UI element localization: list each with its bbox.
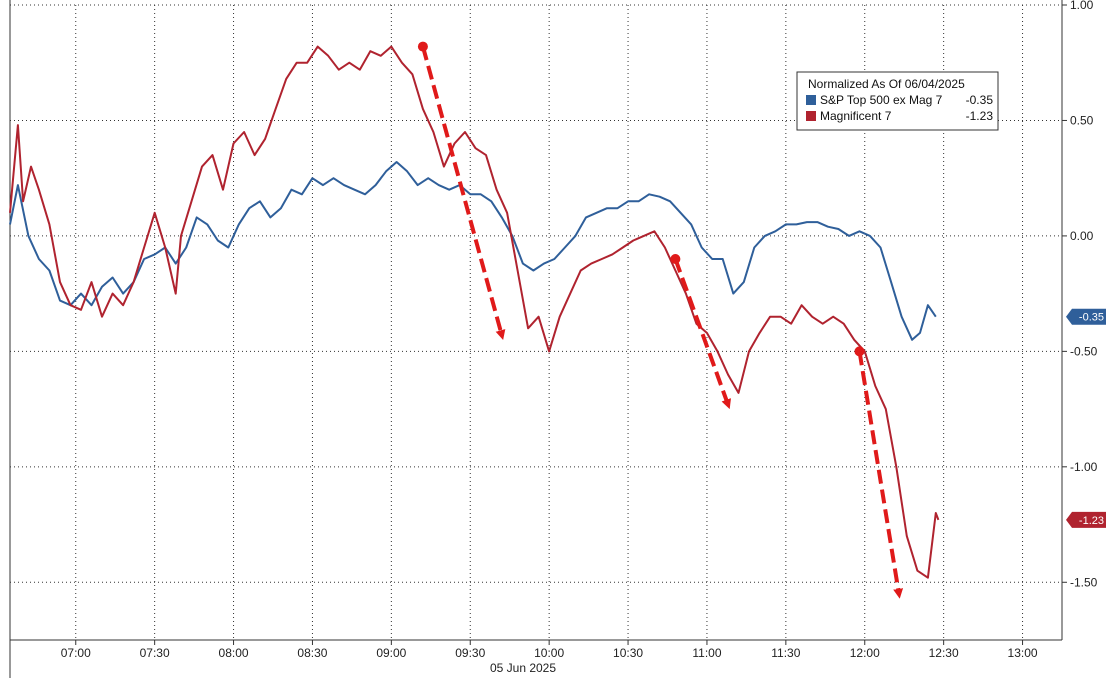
x-tick-label: 12:00 xyxy=(850,646,880,660)
down-arrow-annotation xyxy=(857,351,904,599)
last-value-label: -0.35 xyxy=(1066,308,1106,325)
x-tick-label: 07:30 xyxy=(140,646,170,660)
down-arrow-annotation xyxy=(673,258,731,410)
x-tick-label: 10:30 xyxy=(613,646,643,660)
x-tick-label: 10:00 xyxy=(534,646,564,660)
x-tick-label: 09:00 xyxy=(376,646,406,660)
legend: Normalized As Of 06/04/2025 S&P Top 500 … xyxy=(796,71,999,131)
y-tick-label: -1.00 xyxy=(1070,460,1098,474)
date-label: 05 Jun 2025 xyxy=(490,661,556,675)
annotation-layer xyxy=(417,41,904,599)
last-value-text: -1.23 xyxy=(1079,515,1104,527)
legend-series-value: -0.35 xyxy=(966,93,994,107)
legend-series-name: Magnificent 7 xyxy=(820,109,892,123)
x-tick-label: 08:00 xyxy=(219,646,249,660)
last-value-bg xyxy=(1066,308,1106,325)
y-tick-label: 1.00 xyxy=(1070,0,1094,12)
series-layer xyxy=(9,45,940,579)
series-line-sp-ex-mag7 xyxy=(9,161,937,341)
y-tick-label: -1.50 xyxy=(1070,575,1098,589)
x-tick-label: 11:30 xyxy=(771,646,800,660)
legend-box xyxy=(796,71,999,131)
x-tick-label: 11:00 xyxy=(692,646,721,660)
legend-series-name: S&P Top 500 ex Mag 7 xyxy=(820,93,943,107)
x-tick-label: 12:30 xyxy=(929,646,959,660)
last-value-bg xyxy=(1066,511,1106,528)
legend-swatch-blue xyxy=(806,95,816,105)
series-line-magnificent-7 xyxy=(9,45,940,579)
legend-series-value: -1.23 xyxy=(966,109,994,123)
x-tick-label: 08:30 xyxy=(297,646,327,660)
x-tick-label: 07:00 xyxy=(61,646,91,660)
last-value-text: -0.35 xyxy=(1079,312,1104,324)
y-tick-label: -0.50 xyxy=(1070,344,1098,358)
axes: 1.00 0.50 0.00 -0.50 -1.00 -1.50 07:00 07:30 08:… xyxy=(9,0,1106,678)
legend-swatch-red xyxy=(806,111,816,121)
down-arrow-annotation xyxy=(420,46,506,341)
y-tick-label: 0.50 xyxy=(1070,113,1094,127)
x-tick-label: 13:00 xyxy=(1008,646,1038,660)
last-value-label: -1.23 xyxy=(1066,511,1106,528)
y-tick-label: 0.00 xyxy=(1070,229,1094,243)
x-tick-label: 09:30 xyxy=(455,646,485,660)
legend-title: Normalized As Of 06/04/2025 xyxy=(808,77,965,91)
